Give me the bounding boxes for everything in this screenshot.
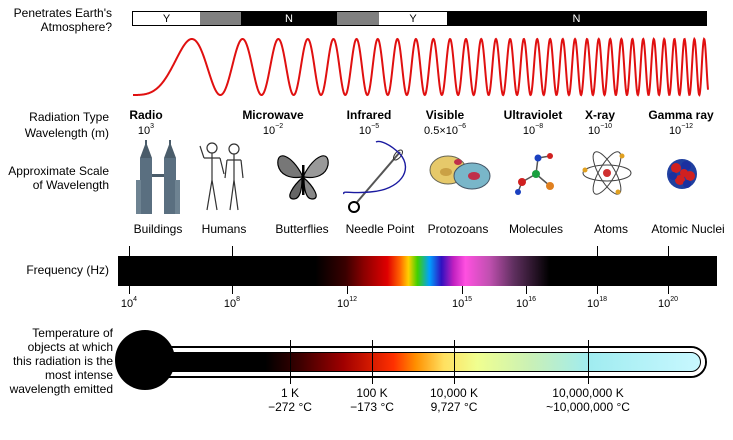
scale-object-humans: Humans xyxy=(201,222,247,236)
temperature-celsius: 9,727 °C xyxy=(430,400,478,414)
temperature-label-line4: most intense xyxy=(44,368,113,382)
thermometer-tube xyxy=(140,346,707,378)
atmosphere-segment-no-high-energy: N xyxy=(447,12,706,25)
atmosphere-question-line1: Penetrates Earth's xyxy=(13,6,112,20)
scale-label-line1: Approximate Scale xyxy=(8,164,109,178)
temperature-label: Temperature of objects at which this rad… xyxy=(0,326,113,396)
frequency-tick-line xyxy=(526,286,527,294)
scale-label-line2: of Wavelength xyxy=(32,178,109,192)
temperature-kelvin: 10,000,000 K xyxy=(552,386,624,400)
atomic-nucleus-icon xyxy=(667,159,697,189)
temperature-tick-line xyxy=(372,340,373,384)
frequency-label: Frequency (Hz) xyxy=(26,263,109,277)
buildings-icon xyxy=(136,140,180,214)
temperature-10000000k: 10,000,000 K ~10,000,000 °C xyxy=(528,386,648,414)
atmosphere-question-line2: Atmosphere? xyxy=(40,20,112,34)
temperature-celsius: −272 °C xyxy=(268,400,312,414)
type-microwave: Microwave xyxy=(242,108,304,122)
frequency-tick: 1018 xyxy=(586,296,608,310)
frequency-tick: 1012 xyxy=(336,296,358,310)
type-gamma: Gamma ray xyxy=(648,108,714,122)
molecule-icon xyxy=(515,153,554,195)
frequency-spectrum-bar xyxy=(118,256,717,286)
scale-object-protozoans: Protozoans xyxy=(427,222,489,236)
atmosphere-segment-yes-visible: Y xyxy=(379,12,447,25)
temperature-label-line3: this radiation is the xyxy=(12,354,113,368)
type-visible: Visible xyxy=(425,108,465,122)
temperature-10000k: 10,000 K 9,727 °C xyxy=(410,386,498,414)
wave-curve xyxy=(133,36,709,97)
wavelength-xray: 10−10 xyxy=(587,123,613,137)
atmosphere-question: Penetrates Earth's Atmosphere? xyxy=(0,6,112,34)
butterfly-icon xyxy=(277,155,329,200)
type-xray: X-ray xyxy=(584,108,616,122)
needle-icon xyxy=(343,140,407,213)
thermometer-gradient xyxy=(142,352,701,372)
temperature-tick-line xyxy=(290,340,291,384)
temperature-100k: 100 K −173 °C xyxy=(332,386,412,414)
frequency-tick: 1016 xyxy=(515,296,537,310)
frequency-tick-line xyxy=(129,246,130,294)
temperature-tick-line xyxy=(454,340,455,384)
frequency-tick: 108 xyxy=(223,296,241,310)
protozoan-icon xyxy=(429,155,491,190)
scale-object-needle-point: Needle Point xyxy=(345,222,415,236)
frequency-tick-line xyxy=(668,246,669,294)
frequency-tick: 1020 xyxy=(657,296,679,310)
type-radio: Radio xyxy=(129,108,163,122)
scale-object-atoms: Atoms xyxy=(593,222,628,236)
atmosphere-segment-partial-infrared xyxy=(337,12,379,25)
frequency-tick-line xyxy=(597,246,598,294)
temperature-1k: 1 K −272 °C xyxy=(250,386,330,414)
temperature-celsius: ~10,000,000 °C xyxy=(546,400,630,414)
atmosphere-segment-yes-radio: Y xyxy=(133,12,200,25)
temperature-label-line2: objects at which xyxy=(27,340,113,354)
scale-object-buildings: Buildings xyxy=(133,222,183,236)
temperature-label-line1: Temperature of xyxy=(32,326,113,340)
wavelength-visible: 0.5×10−6 xyxy=(424,123,466,137)
wavelength-microwave: 10−2 xyxy=(262,123,284,137)
frequency-tick: 104 xyxy=(120,296,138,310)
frequency-tick-line xyxy=(232,246,233,294)
wavelength-wave xyxy=(133,36,709,97)
atmosphere-segment-partial-microwave xyxy=(200,12,241,25)
wavelength-gamma: 10−12 xyxy=(668,123,694,137)
wavelength-infrared: 10−5 xyxy=(358,123,380,137)
scale-label: Approximate Scale of Wavelength xyxy=(0,164,109,192)
atom-icon xyxy=(582,151,632,195)
temperature-kelvin: 10,000 K xyxy=(429,386,479,400)
radiation-type-label: Radiation Type xyxy=(29,110,109,124)
temperature-tick-line xyxy=(588,340,589,384)
wavelength-radio: 103 xyxy=(137,123,155,137)
temperature-kelvin: 1 K xyxy=(280,386,299,400)
wavelength-label: Wavelength (m) xyxy=(24,126,109,140)
scale-object-atomic-nuclei: Atomic Nuclei xyxy=(651,222,725,236)
temperature-celsius: −173 °C xyxy=(350,400,394,414)
wavelength-ultraviolet: 10−8 xyxy=(522,123,544,137)
scale-object-molecules: Molecules xyxy=(508,222,564,236)
frequency-tick-line xyxy=(347,286,348,294)
temperature-kelvin: 100 K xyxy=(356,386,388,400)
temperature-label-line5: wavelength emitted xyxy=(9,382,113,396)
type-infrared: Infrared xyxy=(346,108,392,122)
type-ultraviolet: Ultraviolet xyxy=(503,108,563,122)
thermometer-bulb xyxy=(117,332,173,388)
frequency-tick: 1015 xyxy=(451,296,473,310)
atmosphere-segment-no-microwave: N xyxy=(241,12,337,25)
scale-object-butterflies: Butterflies xyxy=(275,222,329,236)
humans-icon xyxy=(199,142,244,211)
atmosphere-bar: Y N Y N xyxy=(132,11,707,26)
frequency-tick-line xyxy=(462,286,463,294)
